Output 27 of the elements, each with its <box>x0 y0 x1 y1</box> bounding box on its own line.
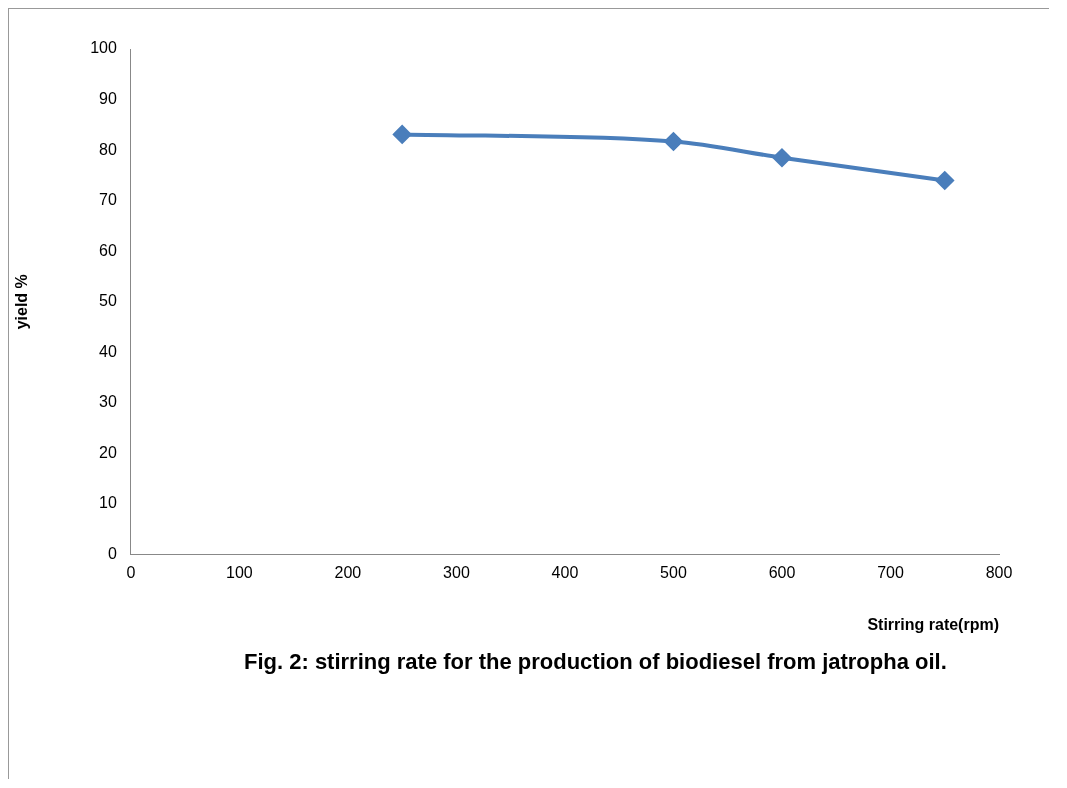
y-tick-label: 40 <box>99 342 117 360</box>
y-tick-label: 60 <box>99 241 117 259</box>
y-tick-label: 0 <box>107 545 117 563</box>
y-tick-label: 20 <box>99 443 117 461</box>
y-tick-label: 70 <box>99 191 117 209</box>
x-tick-label: 200 <box>334 563 362 581</box>
y-tick-label: 50 <box>99 292 117 310</box>
x-tick-label: 400 <box>551 563 579 581</box>
point <box>393 125 412 144</box>
y-tick-label: 10 <box>99 494 117 512</box>
x-tick-label: 700 <box>877 563 904 581</box>
x-tick-label: 600 <box>768 563 796 581</box>
x-axis-title: Stirring rate(rpm) <box>867 615 999 633</box>
y-tick-label: 100 <box>90 39 117 57</box>
y-axis-title: yield % <box>13 274 31 330</box>
x-tick-label: 300 <box>443 563 470 581</box>
x-tick-label: 500 <box>660 563 687 581</box>
x-tick-label: 800 <box>985 563 1013 581</box>
y-tick-label: 80 <box>99 140 117 158</box>
y-tick-label: 90 <box>99 89 117 107</box>
x-tick-label: 0 <box>126 563 136 581</box>
caption: Fig. 2: stirring rate for the production of biodiesel from jatropha oil. <box>244 649 948 675</box>
point <box>772 148 791 167</box>
point <box>935 171 954 190</box>
point <box>664 132 683 151</box>
x-tick-label: 100 <box>226 563 253 581</box>
y-tick-label: 30 <box>99 393 117 411</box>
